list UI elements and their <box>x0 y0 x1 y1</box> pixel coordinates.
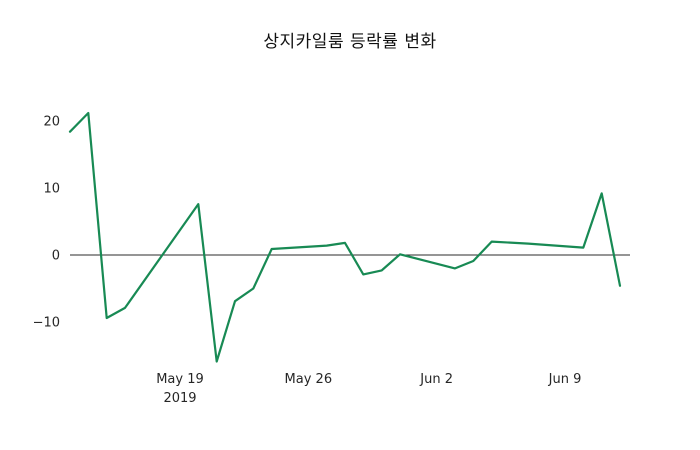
y-tick-label: 10 <box>43 182 60 197</box>
x-tick-label: Jun 2 <box>419 372 453 387</box>
x-tick-sublabel: 2019 <box>163 391 196 406</box>
x-tick-label: Jun 9 <box>548 372 582 387</box>
y-tick-label: 0 <box>52 249 60 264</box>
x-tick-label: May 26 <box>285 372 333 387</box>
x-tick-label: May 19 <box>156 372 204 387</box>
y-tick-label: −10 <box>33 316 60 331</box>
series-line <box>68 111 622 363</box>
chart-title: 상지카일룸 등락률 변화 <box>263 32 437 52</box>
y-tick-label: 20 <box>43 115 60 130</box>
